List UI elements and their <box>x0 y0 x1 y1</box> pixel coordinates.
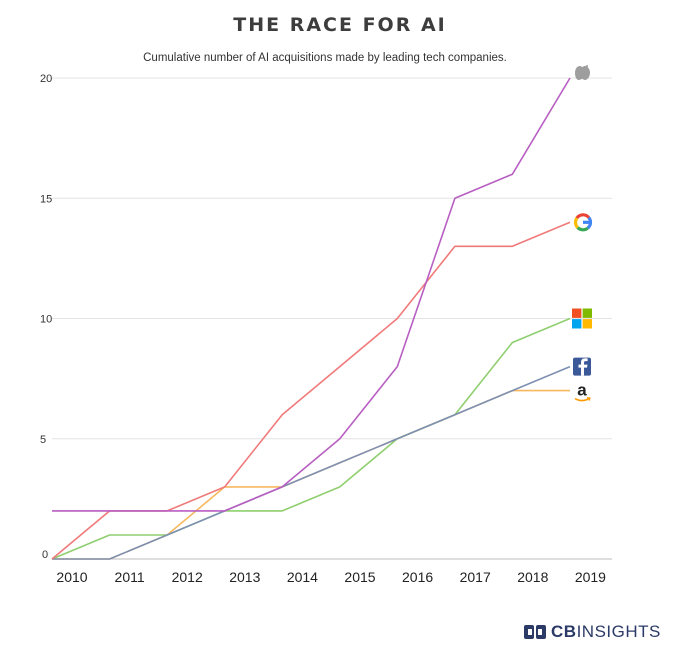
x-tick-label: 2016 <box>402 569 433 585</box>
x-tick-label: 2019 <box>575 569 606 585</box>
x-tick-label: 2013 <box>229 569 260 585</box>
svg-text:a: a <box>577 381 587 400</box>
x-tick-label: 2012 <box>172 569 203 585</box>
facebook-logo-icon <box>573 357 591 376</box>
series-line-microsoft <box>51 317 571 560</box>
series-line-facebook <box>52 365 571 560</box>
x-tick-label: 2018 <box>517 569 548 585</box>
x-tick-label: 2017 <box>460 569 491 585</box>
x-tick-label: 2011 <box>115 569 145 585</box>
apple-logo-icon <box>575 65 590 80</box>
google-logo-icon <box>573 213 593 232</box>
chart-subtitle: Cumulative number of AI acquisitions mad… <box>143 52 507 64</box>
series-line-google <box>51 221 571 560</box>
y-tick-label: 0 <box>42 549 48 561</box>
cbinsights-logo-icon <box>524 625 546 639</box>
amazon-logo-icon: a <box>574 381 591 402</box>
y-tick-label: 20 <box>40 73 52 85</box>
y-tick-label: 5 <box>40 434 46 446</box>
x-tick-label: 2010 <box>56 569 87 585</box>
x-tick-label: 2015 <box>344 569 375 585</box>
brand-text-regular: INSIGHTS <box>576 622 661 641</box>
cbinsights-brand: CBINSIGHTS <box>524 622 661 642</box>
y-tick-label: 10 <box>40 314 52 326</box>
microsoft-logo-icon <box>572 308 592 329</box>
brand-text-bold: CB <box>551 622 577 641</box>
chart-title: THE RACE FOR AI <box>233 14 447 36</box>
line-chart: 0 5 10 15 20 2010 2011 2012 2013 2014 2015 2016 201… <box>40 65 612 585</box>
x-tick-label: 2014 <box>287 569 318 585</box>
y-tick-label: 15 <box>40 193 52 205</box>
series-line-apple <box>52 77 571 512</box>
